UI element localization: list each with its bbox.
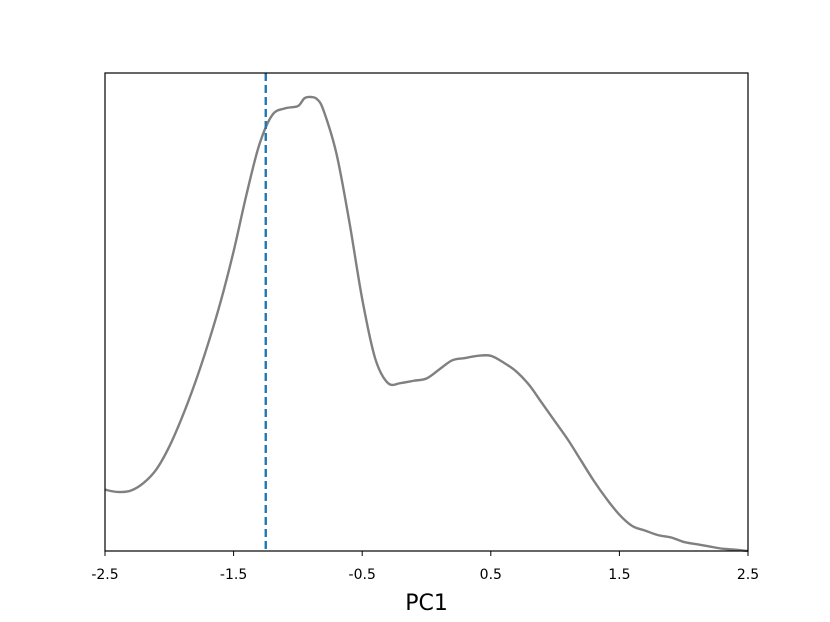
- x-tick-label: -1.5: [220, 567, 247, 583]
- x-tick-label: 1.5: [608, 567, 630, 583]
- x-tick-label: -2.5: [91, 567, 118, 583]
- plot-area: [104, 73, 749, 553]
- x-axis-title: PC1: [405, 591, 448, 616]
- density-curve-line: [104, 95, 749, 553]
- axes-frame: [104, 72, 749, 552]
- x-tick-label: -0.5: [349, 567, 376, 583]
- x-axis: -2.5 -1.5 -0.5 0.5 1.5 2.5: [91, 551, 759, 583]
- x-tick-label: 0.5: [480, 567, 502, 583]
- x-tick-label: 2.5: [737, 567, 759, 583]
